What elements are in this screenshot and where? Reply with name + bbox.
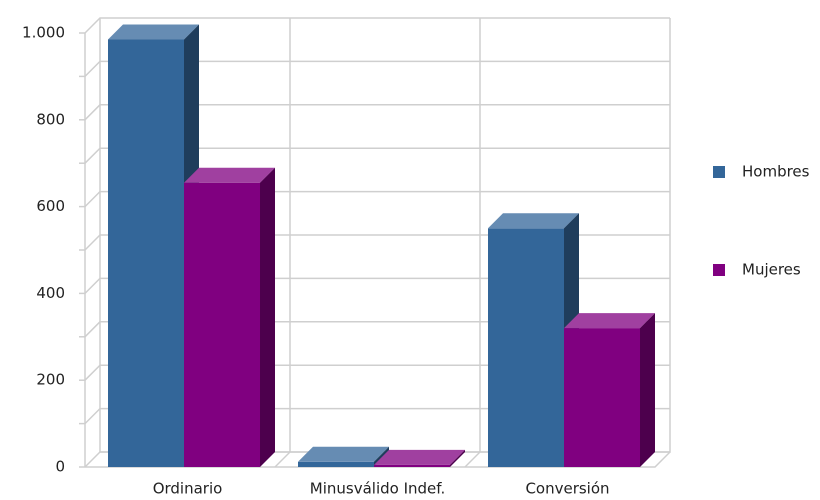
grid-line: [84, 234, 670, 251]
legend-label: Mujeres: [742, 261, 801, 279]
grid-line: [84, 451, 670, 468]
bar-front: [298, 461, 374, 467]
bar-top: [374, 449, 465, 465]
grid-line: [84, 277, 670, 294]
grid-line: [84, 407, 670, 425]
grid-line: [84, 147, 670, 164]
y-tick-label: 1.000: [22, 24, 65, 42]
grid-line: [84, 364, 670, 381]
bar-side: [260, 167, 275, 468]
y-tick-label: 600: [36, 197, 65, 215]
bar-front: [184, 182, 260, 468]
bar-front: [488, 228, 564, 467]
bar-top: [488, 213, 579, 229]
grid-line: [84, 190, 670, 208]
y-tick-label: 800: [36, 110, 65, 128]
category-divider: [464, 18, 481, 468]
grid-line: [84, 321, 670, 338]
y-tick-label: 0: [55, 458, 65, 476]
legend-label: Hombres: [742, 163, 810, 181]
bar-front: [374, 464, 450, 467]
grid-line: [84, 17, 670, 34]
bar-front: [564, 328, 640, 467]
bar-top: [298, 446, 389, 462]
legend-swatch: [713, 264, 725, 276]
bar-front: [108, 39, 184, 467]
category-divider: [274, 18, 291, 468]
bar-top: [184, 167, 275, 183]
y-tick-label: 200: [36, 371, 65, 389]
bar-top: [108, 24, 199, 40]
bar-side: [450, 449, 465, 467]
grid-line: [84, 60, 670, 77]
x-tick-label: Conversión: [525, 480, 609, 498]
legend-swatch: [713, 166, 725, 178]
grid-line: [84, 104, 670, 121]
bar-top: [564, 313, 655, 329]
y-tick-label: 400: [36, 284, 65, 302]
x-tick-label: Minusválido Indef.: [310, 480, 445, 498]
bar-side: [640, 313, 655, 467]
x-tick-label: Ordinario: [153, 480, 223, 498]
